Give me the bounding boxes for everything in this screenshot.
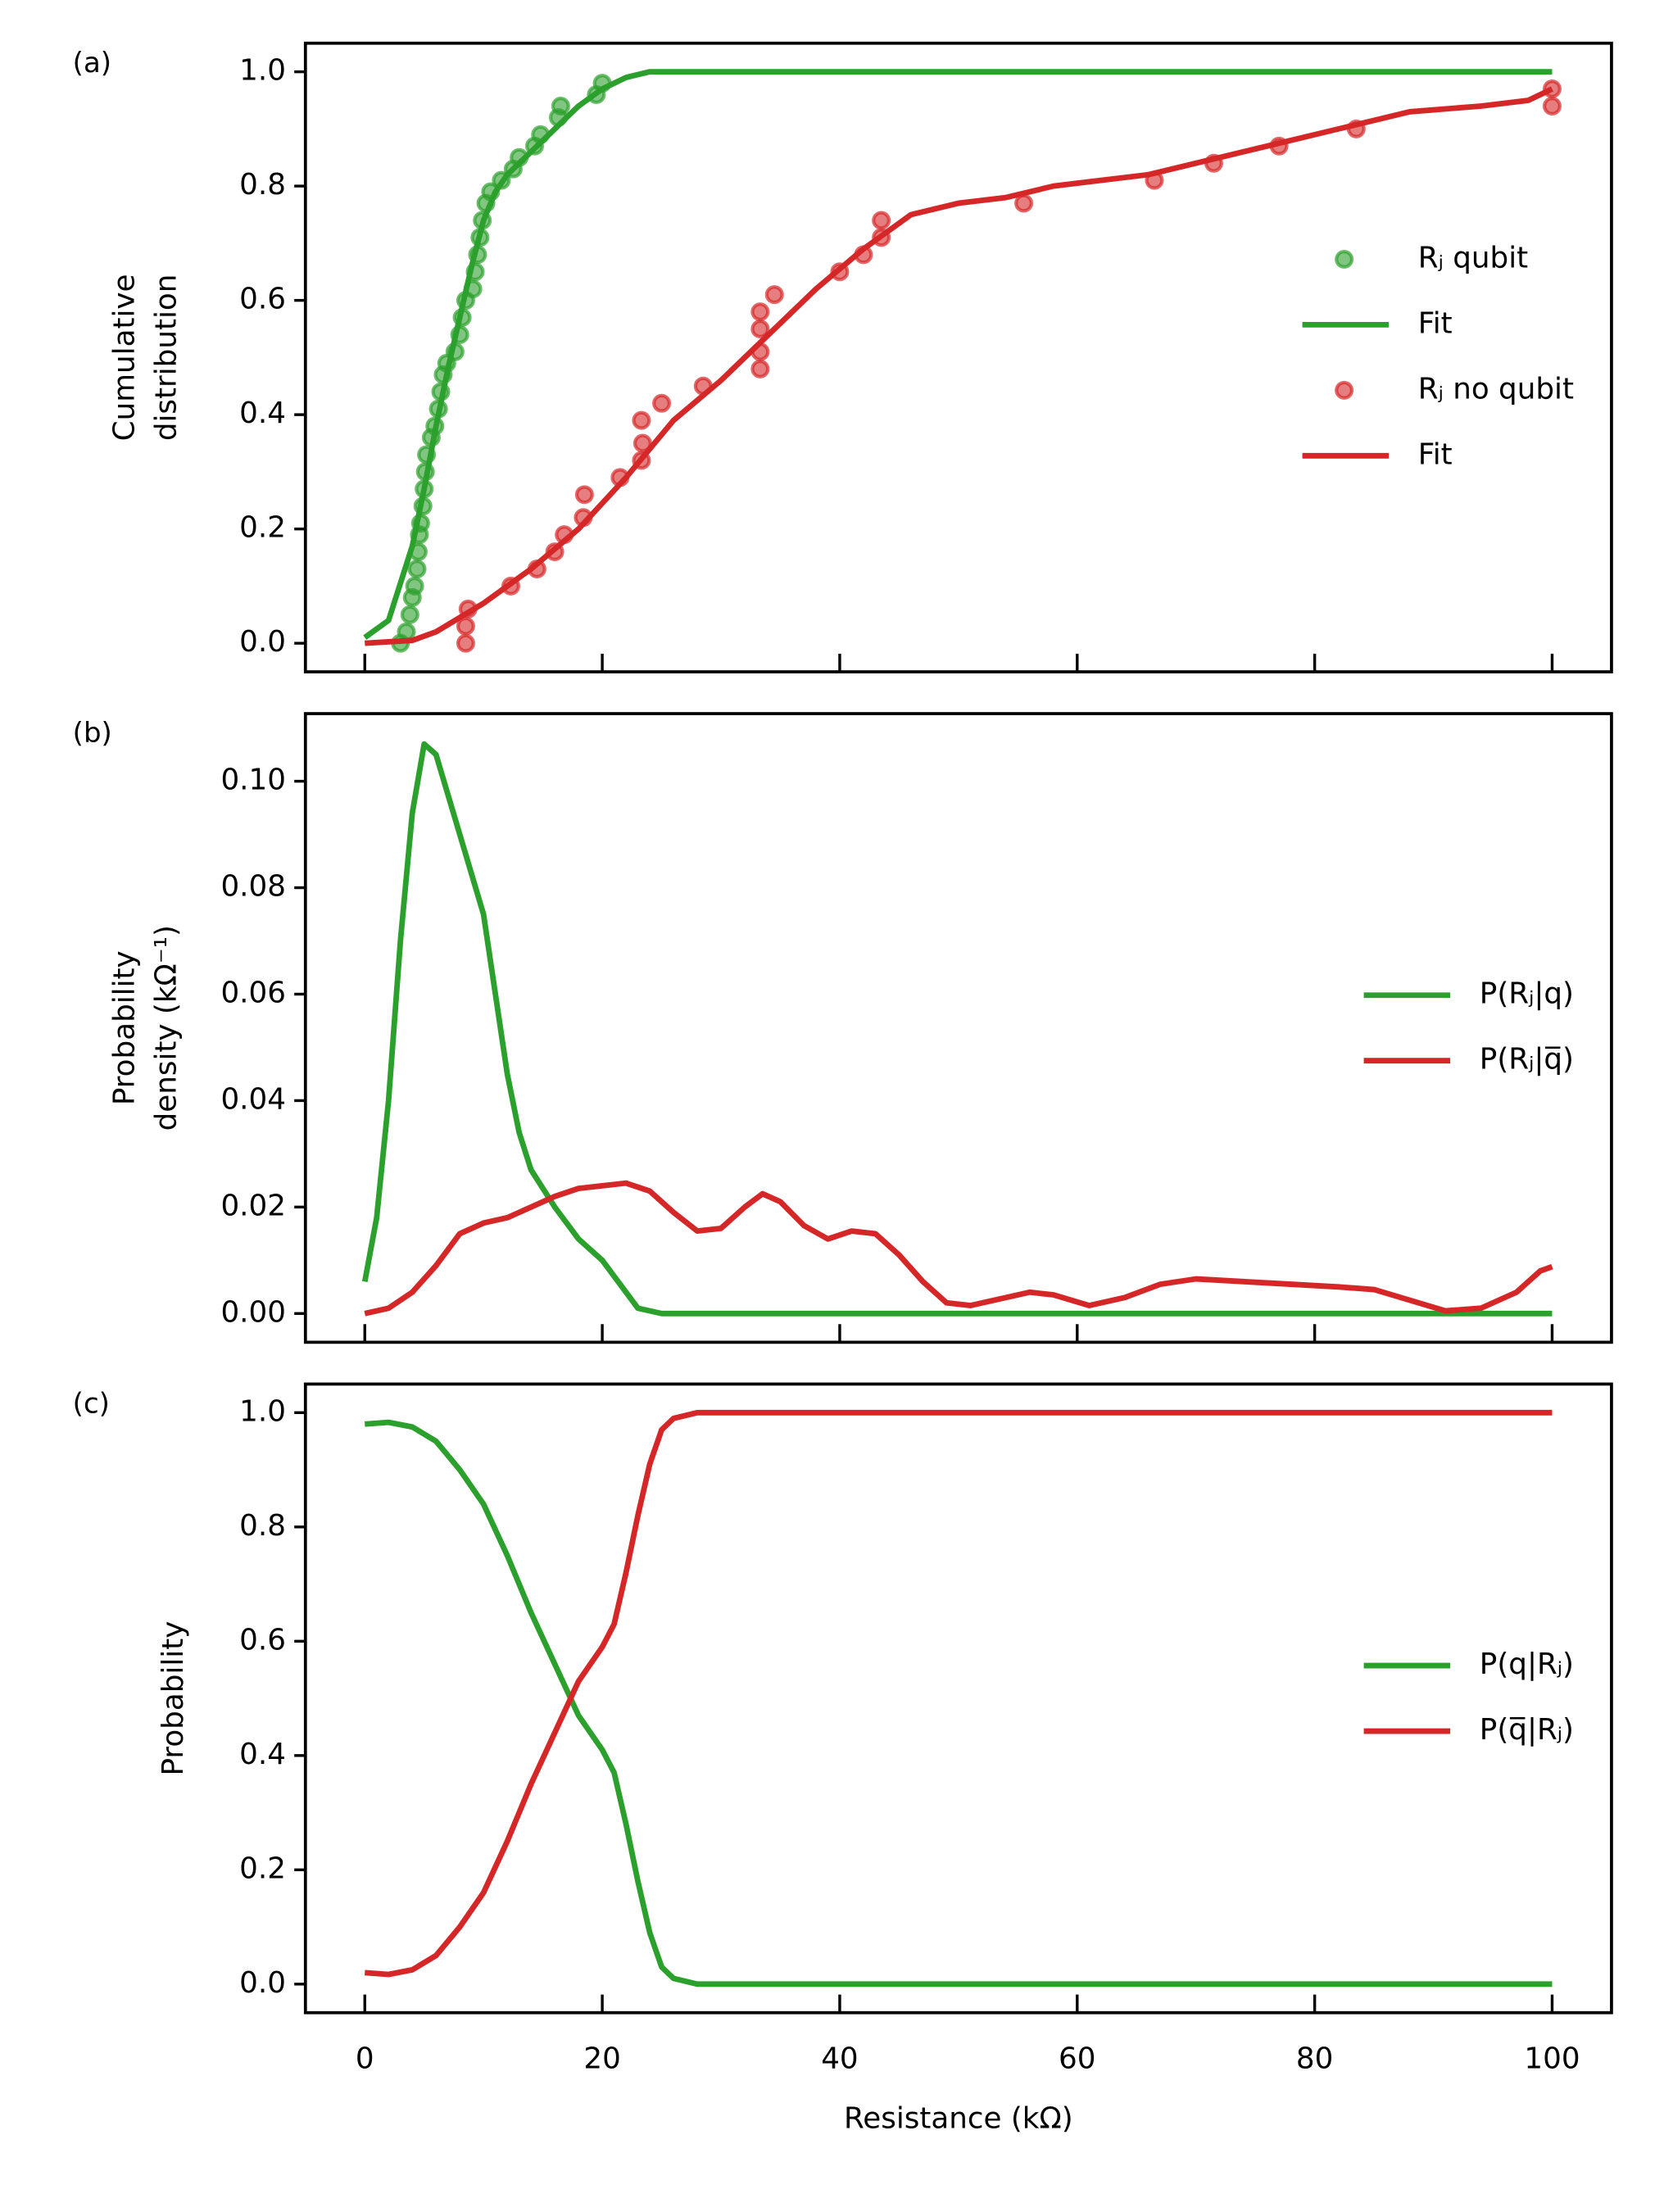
marker [764,285,784,305]
axes-frame [303,41,1613,673]
panel: (c) 0.0 0.2 0.4 0.6 0.8 1.0 0 20 40 60 80 100 Probabi… [73,1382,1613,2136]
y-tick-label: 1.0 [239,1394,286,1428]
axes-frame [303,1382,1613,2015]
x-tick-label: 80 [1296,2042,1333,2076]
y-tick-label: 0.6 [239,1623,286,1657]
y-tick-label: 0.04 [220,1082,286,1116]
x-tick-label: 0 [356,2042,374,2076]
y-tick-label: 0.0 [239,625,286,659]
y-tick-label: 0.4 [239,1738,286,1771]
series-line [364,1180,1553,1317]
marker [400,605,419,624]
marker [1014,193,1034,213]
legend-label: P(q̅|Rⱼ) [1480,1713,1574,1747]
y-axis-label: Cumulative [107,274,141,441]
y-tick-label: 0.10 [220,764,286,797]
marker [750,320,770,338]
x-tick-label: 40 [821,2042,858,2076]
y-tick-label: 0.8 [239,1509,286,1543]
panel-label: (a) [73,47,111,79]
y-tick-label: 0.8 [239,168,286,202]
y-tick-label: 0.00 [220,1295,286,1329]
marker [872,211,891,230]
legend-marker [1335,249,1354,269]
marker [551,96,570,116]
marker [750,302,770,322]
panel: (b) 0.00 0.02 0.04 0.06 0.08 0.10 Probability de… [73,712,1613,1344]
marker [397,622,416,641]
legend: Rⱼ qubit Fit Rⱼ no qubit Fit [1302,241,1574,471]
legend-label: Rⱼ qubit [1418,241,1528,274]
y-tick-label: 0.2 [239,1852,286,1885]
legend-label: Rⱼ no qubit [1418,372,1574,406]
legend-label: P(q|Rⱼ) [1480,1648,1574,1681]
axes-frame [303,712,1613,1344]
panel-label: (b) [73,717,112,750]
marker [407,559,427,578]
marker [632,433,652,453]
y-axis-label: density (kΩ⁻¹) [149,925,183,1131]
marker [574,485,594,505]
legend-label: Fit [1418,437,1453,471]
marker [456,633,475,653]
y-axis-label: distribution [149,274,183,442]
marker [750,359,770,378]
y-tick-label: 0.06 [220,976,286,1009]
panel-label: (c) [73,1387,110,1420]
legend-marker [1335,380,1354,400]
legend: P(q|Rⱼ) P(q̅|Rⱼ) [1363,1648,1574,1747]
x-tick-label: 60 [1059,2042,1095,2076]
y-tick-label: 0.2 [239,511,286,545]
y-tick-label: 0.02 [220,1189,286,1222]
y-tick-label: 0.4 [239,397,286,430]
y-tick-label: 0.6 [239,283,286,316]
series-line [365,1419,1553,1988]
series-line [363,69,1553,640]
y-axis-label: Probability [156,1621,190,1776]
marker [1542,96,1562,116]
x-axis-label: Resistance (kΩ) [844,2102,1073,2136]
panel: (a) 0.0 0.2 0.4 0.6 0.8 1.0 Cumulative distribut… [73,41,1613,673]
y-tick-label: 1.0 [239,54,286,88]
marker [632,410,651,430]
series-line [361,741,1553,1317]
y-tick-label: 0.0 [239,1966,286,2000]
marker [456,616,475,636]
legend: P(Rⱼ|q) P(Rⱼ|q̅) [1363,977,1574,1077]
legend-label: Fit [1418,306,1453,340]
marker [405,576,424,596]
x-tick-label: 20 [583,2042,620,2076]
legend-label: P(Rⱼ|q) [1480,977,1574,1011]
marker [652,393,672,413]
x-tick-label: 100 [1524,2042,1580,2076]
series-line [365,1409,1553,1978]
series-line [365,86,1553,646]
y-axis-label: Probability [107,950,141,1105]
y-tick-label: 0.08 [220,870,286,904]
legend-label: P(Rⱼ|q̅) [1480,1043,1574,1077]
